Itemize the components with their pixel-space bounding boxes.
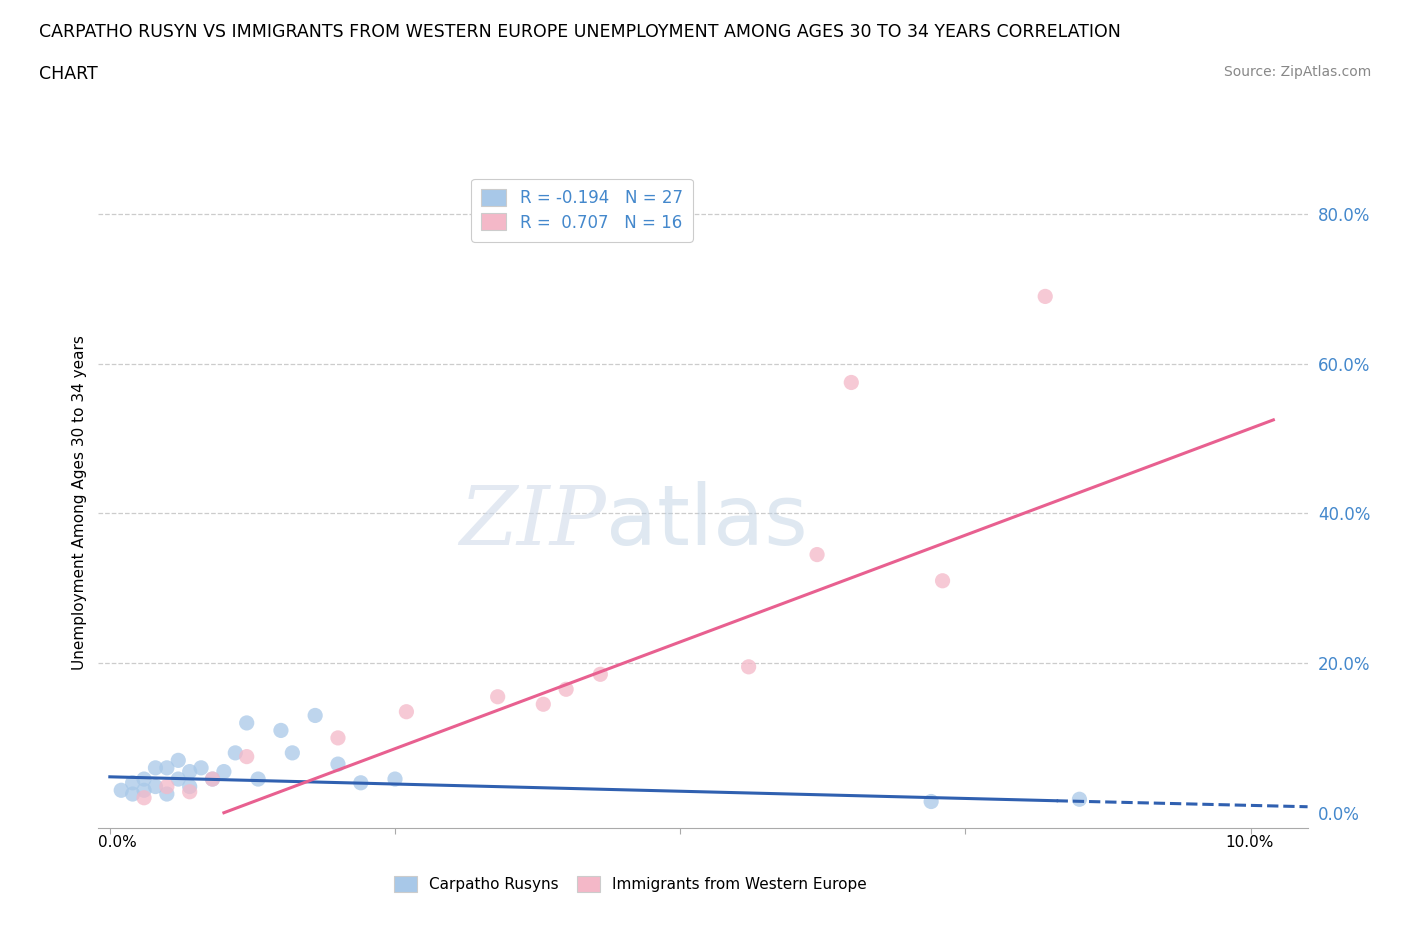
Point — [270, 723, 292, 737]
Point — [201, 772, 224, 787]
Point — [555, 682, 578, 697]
Point — [326, 757, 349, 772]
Text: 0.0%: 0.0% — [98, 835, 138, 850]
Legend: Carpatho Rusyns, Immigrants from Western Europe: Carpatho Rusyns, Immigrants from Western… — [388, 870, 873, 898]
Point — [589, 667, 612, 682]
Point — [806, 547, 828, 562]
Point — [110, 783, 132, 798]
Point — [247, 772, 270, 787]
Point — [224, 746, 246, 761]
Point — [156, 787, 179, 802]
Point — [132, 783, 155, 798]
Text: atlas: atlas — [606, 481, 808, 563]
Point — [235, 750, 257, 764]
Point — [235, 715, 257, 730]
Point — [132, 772, 155, 787]
Point — [350, 776, 373, 790]
Text: CARPATHO RUSYN VS IMMIGRANTS FROM WESTERN EUROPE UNEMPLOYMENT AMONG AGES 30 TO 3: CARPATHO RUSYN VS IMMIGRANTS FROM WESTER… — [39, 23, 1121, 41]
Point — [156, 779, 179, 794]
Text: Source: ZipAtlas.com: Source: ZipAtlas.com — [1223, 65, 1371, 79]
Point — [486, 689, 509, 704]
Point — [121, 787, 143, 802]
Point — [132, 790, 155, 805]
Point — [326, 730, 349, 745]
Text: ZIP: ZIP — [460, 482, 606, 562]
Point — [384, 772, 406, 787]
Point — [201, 772, 224, 787]
Text: 10.0%: 10.0% — [1225, 835, 1274, 850]
Point — [931, 573, 953, 588]
Point — [1033, 289, 1056, 304]
Point — [531, 697, 554, 711]
Point — [212, 764, 235, 779]
Point — [179, 784, 201, 799]
Point — [190, 761, 212, 776]
Point — [304, 708, 326, 723]
Point — [179, 764, 201, 779]
Point — [145, 779, 167, 794]
Point — [737, 659, 759, 674]
Point — [167, 753, 190, 768]
Y-axis label: Unemployment Among Ages 30 to 34 years: Unemployment Among Ages 30 to 34 years — [72, 335, 87, 670]
Point — [156, 761, 179, 776]
Point — [839, 375, 862, 390]
Point — [121, 776, 143, 790]
Point — [167, 772, 190, 787]
Text: CHART: CHART — [39, 65, 98, 83]
Point — [395, 704, 418, 719]
Point — [281, 746, 304, 761]
Point — [920, 794, 942, 809]
Point — [145, 761, 167, 776]
Point — [179, 779, 201, 794]
Point — [1069, 791, 1091, 806]
